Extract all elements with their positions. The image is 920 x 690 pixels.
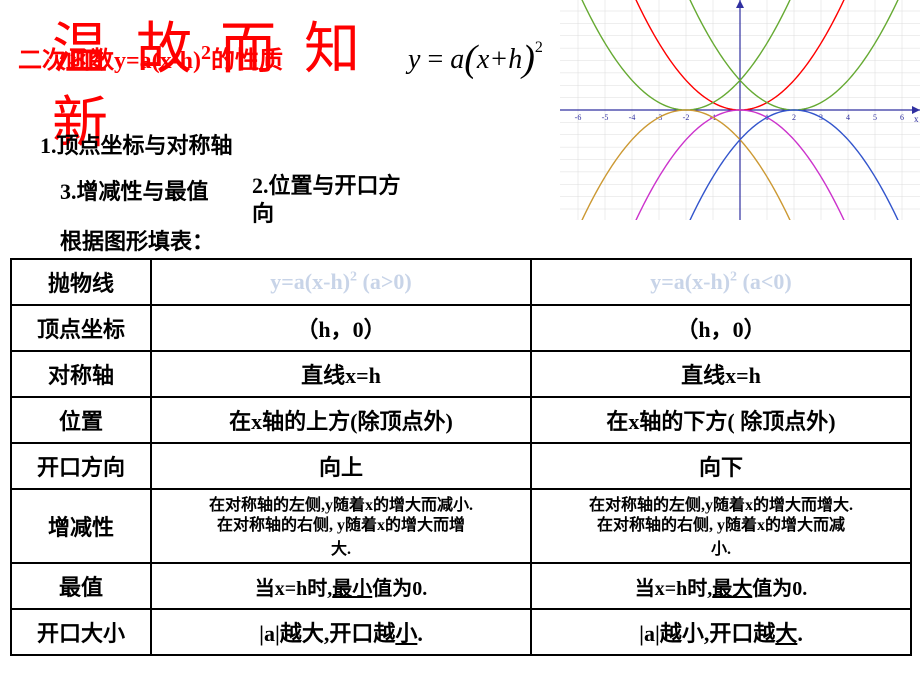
subtitle-a: 二次函数y=a(x-h) — [18, 48, 201, 74]
formula: y = a(x+h)2 — [408, 34, 543, 78]
table-row-position: 位置 在x轴的上方(除顶点外) 在x轴的下方( 除顶点外) — [11, 397, 911, 443]
col2-axis: 直线x=h — [531, 351, 911, 397]
svg-text:-2: -2 — [683, 113, 690, 122]
list-item-3: 3.增减性与最值 — [60, 174, 209, 206]
table-row-size: 开口大小 |a|越大,开口越小. |a|越小,开口越大. — [11, 609, 911, 655]
row-label-0: 抛物线 — [11, 259, 151, 305]
table-row-extreme: 最值 当x=h时,最小值为0. 当x=h时,最大值为0. — [11, 563, 911, 609]
formula-sup: 2 — [535, 39, 543, 56]
svg-text:x: x — [914, 114, 919, 124]
table-row-header: 抛物线 y=a(x-h)2 (a>0) y=a(x-h)2 (a<0) — [11, 259, 911, 305]
svg-text:6: 6 — [900, 113, 904, 122]
row-label-3: 位置 — [11, 397, 151, 443]
svg-text:2: 2 — [792, 113, 796, 122]
row-label-4: 开口方向 — [11, 443, 151, 489]
table-row-vertex: 顶点坐标 （h，0） （h，0） — [11, 305, 911, 351]
list-item-2b: 向 — [252, 196, 274, 228]
col1-position: 在x轴的上方(除顶点外) — [151, 397, 531, 443]
formula-open: ( — [464, 38, 477, 80]
col1-size: |a|越大,开口越小. — [151, 609, 531, 655]
subtitle: 二次函数y=a(x-h)2的性质 — [18, 40, 283, 75]
table-row-direction: 开口方向 向上 向下 — [11, 443, 911, 489]
subtitle-sup: 2 — [201, 42, 211, 64]
col2-size: |a|越小,开口越大. — [531, 609, 911, 655]
svg-text:-6: -6 — [575, 113, 582, 122]
row-label-2: 对称轴 — [11, 351, 151, 397]
col2-vertex: （h，0） — [531, 305, 911, 351]
list-item-1: 1.顶点坐标与对称轴 — [40, 128, 233, 160]
table-row-monotonic: 增减性 在对称轴的左侧,y随着x的增大而减小. 在对称轴的右侧, y随着x的增大… — [11, 489, 911, 563]
formula-y: y — [408, 44, 420, 75]
formula-a: a — [450, 44, 464, 75]
col1-header: y=a(x-h)2 (a>0) — [151, 259, 531, 305]
col2-direction: 向下 — [531, 443, 911, 489]
col2-extreme: 当x=h时,最大值为0. — [531, 563, 911, 609]
svg-text:-4: -4 — [629, 113, 636, 122]
list-item-4: 根据图形填表： — [60, 224, 214, 256]
row-label-7: 开口大小 — [11, 609, 151, 655]
col1-vertex: （h，0） — [151, 305, 531, 351]
svg-text:-5: -5 — [602, 113, 609, 122]
table-row-axis: 对称轴 直线x=h 直线x=h — [11, 351, 911, 397]
col2-header: y=a(x-h)2 (a<0) — [531, 259, 911, 305]
parabola-graph: -6-5-4-3-2-1123456x — [560, 0, 920, 220]
formula-inner: x+h — [477, 44, 522, 75]
list-item-2a: 2.位置与开口方 — [252, 168, 401, 200]
subtitle-b: 的性质 — [211, 48, 283, 74]
formula-close: ) — [522, 38, 535, 80]
formula-eq: = — [427, 44, 443, 75]
col2-position: 在x轴的下方( 除顶点外) — [531, 397, 911, 443]
row-label-6: 最值 — [11, 563, 151, 609]
col1-extreme: 当x=h时,最小值为0. — [151, 563, 531, 609]
col1-direction: 向上 — [151, 443, 531, 489]
col2-monotonic: 在对称轴的左侧,y随着x的增大而增大. 在对称轴的右侧, y随着x的增大而减 小… — [531, 489, 911, 563]
svg-text:5: 5 — [873, 113, 877, 122]
col1-axis: 直线x=h — [151, 351, 531, 397]
row-label-1: 顶点坐标 — [11, 305, 151, 351]
properties-table: 抛物线 y=a(x-h)2 (a>0) y=a(x-h)2 (a<0) 顶点坐标… — [10, 258, 912, 656]
row-label-5: 增减性 — [11, 489, 151, 563]
col1-monotonic: 在对称轴的左侧,y随着x的增大而减小. 在对称轴的右侧, y随着x的增大而增 大… — [151, 489, 531, 563]
svg-text:4: 4 — [846, 113, 850, 122]
